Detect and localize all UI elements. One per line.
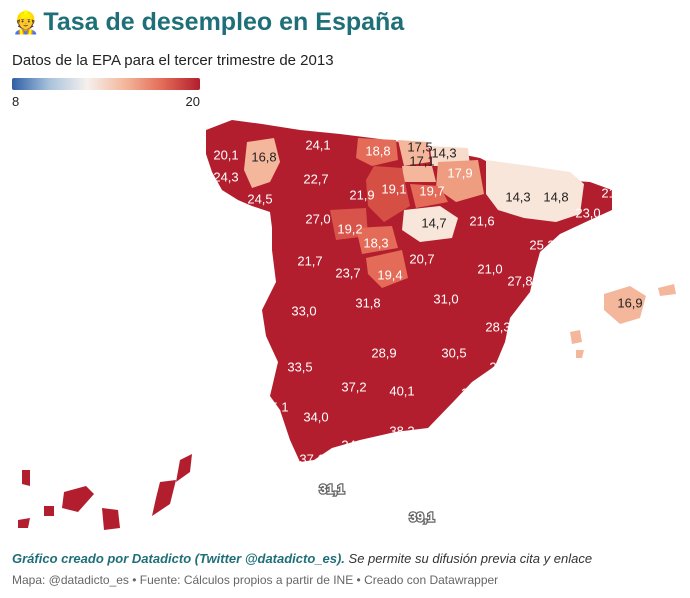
region-label-cádiz: 37,1 (299, 451, 324, 466)
region-label-málaga: 34,3 (341, 437, 366, 452)
bizkaia-shape (398, 140, 430, 166)
region-label-ávila: 23,7 (335, 265, 360, 280)
region-label-asturias: 24,1 (305, 137, 330, 152)
region-label-tarragona: 25,2 (529, 237, 554, 252)
baleares-menorca-shape (658, 284, 676, 296)
region-label-salamanca: 21,7 (297, 253, 322, 268)
region-label-valladolid: 19,2 (337, 221, 362, 236)
canary-fuerteventura-shape (152, 480, 176, 516)
canary-grancanaria-shape (102, 508, 120, 530)
region-label-ciudad-real: 28,9 (371, 345, 396, 360)
region-label-melilla: 39,1 (409, 509, 434, 524)
navarra-shape (436, 160, 484, 202)
region-label-alicante: 26,9 (489, 359, 514, 374)
region-label-jaén: 40,1 (389, 383, 414, 398)
region-label-soria: 14,7 (421, 215, 446, 230)
spain-choropleth-map: 20,1 16,824,1 18,8 17,514,317,117,924,324,5… (18, 120, 676, 530)
la-rioja-shape (410, 184, 448, 208)
region-label-araba: 17,1 (409, 153, 434, 168)
region-label-bizkaia: 17,5 (407, 139, 432, 154)
canary-tenerife-shape (62, 486, 94, 512)
region-label-burgos: 19,1 (381, 181, 406, 196)
region-label-girona: 21,2 (601, 185, 626, 200)
region-label-murcia: 28,7 (461, 385, 486, 400)
source-line: Mapa: @datadicto_es • Fuente: Cálculos p… (12, 573, 499, 587)
region-label-huelva: 35,1 (263, 399, 288, 414)
region-label-navarra: 17,9 (447, 165, 472, 180)
legend-gradient-bar (12, 78, 200, 90)
araba-shape (402, 166, 436, 182)
region-label-ourense: 24,5 (247, 191, 272, 206)
region-label-barcelona: 23,0 (575, 205, 600, 220)
region-label-palencia: 21,9 (349, 187, 374, 202)
credit-note: Se permite su difusión previa cita y enl… (344, 551, 593, 566)
lugo-shape (244, 138, 280, 188)
region-label-lleida: 14,8 (543, 189, 568, 204)
region-label-madrid: 19,4 (377, 267, 402, 282)
canary-hierro-shape (18, 518, 30, 528)
region-label-ceuta: 31,1 (319, 481, 344, 496)
page-title: 👷 Tasa de desempleo en España (12, 8, 404, 37)
region-label-albacete: 30,5 (441, 345, 466, 360)
region-label-segovia: 18,3 (363, 235, 388, 250)
region-label-zamora: 27,0 (305, 211, 330, 226)
region-label-illes-balears: 16,9 (617, 295, 642, 310)
region-labels: 20,1 16,824,1 18,8 17,514,317,117,924,324,5… (213, 137, 642, 525)
region-label-sevilla: 34,0 (303, 409, 328, 424)
baleares-ibiza-shape (570, 330, 582, 344)
region-label-a-coruña: 20,1 (213, 147, 238, 162)
color-legend: 8 20 (12, 78, 200, 109)
page-subtitle: Datos de la EPA para el tercer trimestre… (12, 52, 334, 69)
region-label-cantabria: 18,8 (365, 143, 390, 158)
segovia-shape (356, 226, 398, 254)
title-text: Tasa de desempleo en España (43, 8, 405, 36)
region-label-valencia: 28,3 (485, 319, 510, 334)
huesca-lleida-shape (486, 160, 584, 222)
canary-lapalma-shape (22, 470, 30, 486)
region-label-lugo: 16,8 (251, 149, 276, 164)
region-label-granada: 38,2 (389, 423, 414, 438)
credit-line: Gráfico creado por Datadicto (Twitter @d… (12, 551, 592, 566)
cantabria-shape (356, 138, 398, 166)
region-label-zaragoza: 21,6 (469, 213, 494, 228)
legend-min-label: 8 (12, 94, 20, 109)
region-label-almería: 38,2 (435, 419, 460, 434)
credit-bold: Gráfico creado por Datadicto (Twitter @d… (12, 551, 345, 566)
baleares-mallorca-shape (604, 286, 646, 324)
region-label-la-rioja: 19,7 (419, 183, 444, 198)
canary-gomera-shape (44, 506, 54, 516)
burgos-shape (366, 166, 410, 222)
region-label-teruel: 21,0 (477, 261, 502, 276)
region-label-guadalajara: 20,7 (409, 251, 434, 266)
madrid-shape (366, 250, 408, 288)
region-label-castellón: 27,8 (507, 273, 532, 288)
region-label-toledo: 31,8 (355, 295, 380, 310)
region-label-badajoz: 33,5 (287, 359, 312, 374)
region-label-pontevedra: 24,3 (213, 169, 238, 184)
soria-shape (402, 206, 458, 242)
region-label-córdoba: 37,2 (341, 379, 366, 394)
region-label-cuenca: 31,0 (433, 291, 458, 306)
legend-max-label: 20 (185, 94, 200, 109)
baleares-formentera-shape (576, 350, 584, 358)
worker-emoji-icon: 👷 (12, 10, 40, 35)
canary-lanzarote-shape (176, 454, 192, 482)
region-label-león: 22,7 (303, 171, 328, 186)
region-label-huesca: 14,3 (505, 189, 530, 204)
region-label-gipuzkoa: 14,3 (431, 145, 456, 160)
region-label-cáceres: 33,0 (291, 303, 316, 318)
